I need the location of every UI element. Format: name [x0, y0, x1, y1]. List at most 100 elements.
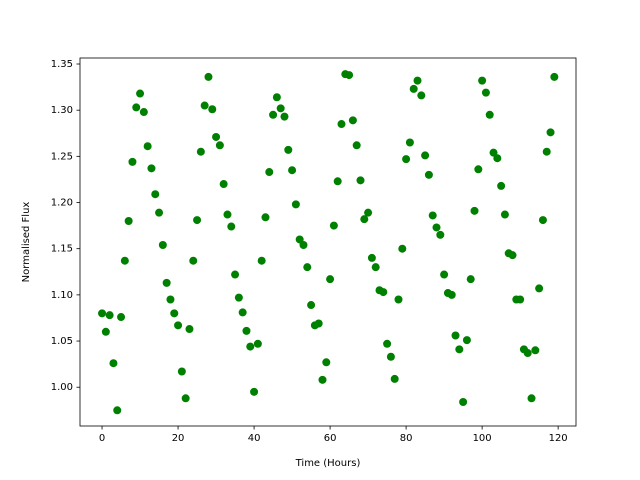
- y-tick-label: 1.05: [51, 336, 73, 347]
- point: [523, 349, 532, 358]
- point: [333, 177, 342, 186]
- point: [98, 309, 107, 318]
- point: [348, 116, 357, 125]
- point: [250, 387, 259, 396]
- point: [542, 147, 551, 156]
- point: [200, 101, 209, 110]
- point: [546, 128, 555, 137]
- point: [291, 200, 300, 209]
- point: [113, 406, 122, 415]
- point: [428, 211, 437, 220]
- point: [440, 270, 449, 279]
- point: [174, 321, 183, 330]
- point: [177, 367, 186, 376]
- point: [196, 147, 205, 156]
- point: [360, 215, 369, 224]
- point: [136, 89, 145, 98]
- point: [139, 108, 148, 117]
- point: [117, 313, 126, 322]
- point: [345, 71, 354, 80]
- point: [394, 295, 403, 304]
- point: [109, 359, 118, 368]
- y-tick-label: 1.30: [51, 105, 73, 116]
- point: [500, 210, 509, 219]
- point: [421, 151, 430, 160]
- point: [253, 339, 262, 348]
- point: [329, 221, 338, 230]
- x-axis-label: Time (Hours): [295, 458, 361, 469]
- point: [288, 166, 297, 175]
- point: [284, 145, 293, 154]
- point: [227, 222, 236, 231]
- point: [212, 132, 221, 141]
- point: [299, 241, 308, 250]
- point: [318, 375, 327, 384]
- point: [314, 319, 323, 328]
- point: [337, 120, 346, 129]
- point: [181, 394, 190, 403]
- point: [147, 164, 156, 173]
- point: [261, 213, 270, 222]
- y-tick-label: 1.15: [51, 244, 73, 255]
- point: [280, 112, 289, 121]
- point: [424, 170, 433, 179]
- point: [481, 88, 490, 97]
- point: [231, 270, 240, 279]
- point: [405, 138, 414, 147]
- point: [508, 251, 517, 260]
- point: [516, 295, 525, 304]
- point: [269, 110, 278, 119]
- y-tick-label: 1.00: [51, 382, 73, 393]
- point: [531, 346, 540, 355]
- point: [402, 155, 411, 164]
- point: [451, 331, 460, 340]
- point: [413, 76, 422, 85]
- point: [386, 352, 395, 361]
- point: [158, 241, 167, 250]
- point: [485, 110, 494, 119]
- x-tick-label: 120: [549, 433, 568, 444]
- x-tick-label: 100: [473, 433, 492, 444]
- point: [470, 206, 479, 215]
- point: [447, 290, 456, 299]
- point: [383, 339, 392, 348]
- point: [455, 345, 464, 354]
- point: [265, 168, 274, 177]
- y-tick-label: 1.20: [51, 198, 73, 209]
- point: [303, 263, 312, 272]
- x-tick-label: 40: [248, 433, 261, 444]
- point: [409, 84, 418, 93]
- point: [367, 253, 376, 262]
- point: [204, 72, 213, 81]
- point: [538, 216, 547, 225]
- point: [379, 288, 388, 297]
- y-tick-label: 1.10: [51, 290, 73, 301]
- point: [155, 208, 164, 217]
- point: [234, 293, 243, 302]
- point: [459, 397, 468, 406]
- point: [162, 278, 171, 287]
- point: [398, 244, 407, 253]
- point: [307, 301, 316, 310]
- x-tick-label: 0: [99, 433, 105, 444]
- point: [535, 284, 544, 293]
- point: [276, 104, 285, 113]
- point: [238, 308, 247, 317]
- point: [550, 72, 559, 81]
- point: [143, 142, 152, 151]
- point: [272, 93, 281, 102]
- point: [478, 76, 487, 85]
- x-tick-label: 80: [400, 433, 413, 444]
- point: [390, 374, 399, 383]
- point: [474, 165, 483, 174]
- point: [128, 157, 137, 166]
- point: [527, 394, 536, 403]
- point: [417, 91, 426, 100]
- point: [215, 141, 224, 150]
- point: [352, 141, 361, 150]
- point: [356, 176, 365, 185]
- point: [326, 275, 335, 284]
- y-tick-label: 1.25: [51, 151, 73, 162]
